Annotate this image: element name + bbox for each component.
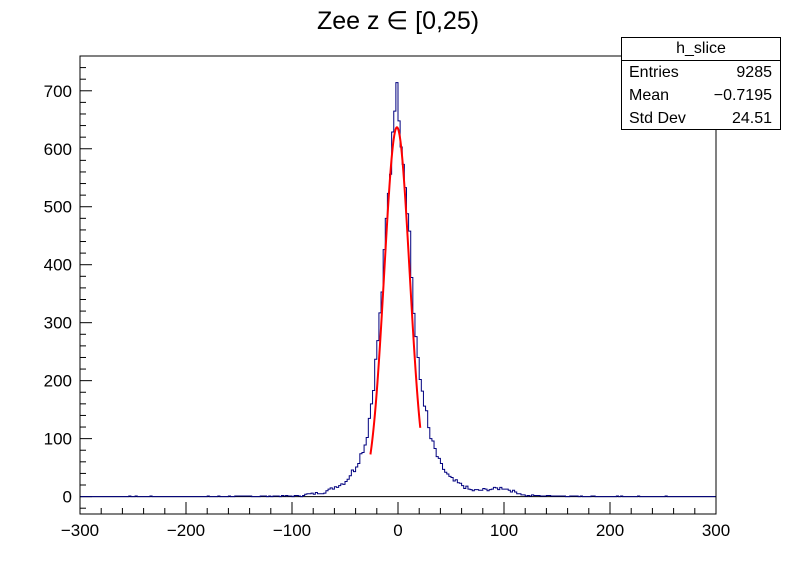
stats-entries-row: Entries 9285	[622, 61, 780, 84]
stats-mean-value: −0.7195	[713, 87, 772, 104]
stats-mean-label: Mean	[629, 87, 670, 104]
y-tick-label: 500	[44, 198, 72, 217]
gaussian-fit-curve	[369, 126, 422, 455]
stats-box: h_slice Entries 9285 Mean −0.7195 Std De…	[621, 37, 781, 130]
x-tick-label: 100	[490, 521, 518, 540]
fit-curve-group	[369, 126, 422, 455]
x-tick-label: 300	[702, 521, 730, 540]
y-tick-label: 0	[63, 488, 72, 507]
stats-entries-label: Entries	[629, 64, 679, 81]
chart-title: Zee z ∈ [0,25)	[316, 7, 480, 35]
x-tick-label: −300	[61, 521, 99, 540]
x-tick-label: −100	[273, 521, 311, 540]
x-tick-label: 0	[393, 521, 402, 540]
plot-frame	[79, 55, 717, 515]
histogram-bins	[80, 82, 716, 498]
stats-stddev-row: Std Dev 24.51	[622, 107, 780, 130]
y-tick-label: 700	[44, 82, 72, 101]
x-tick-label: 200	[596, 521, 624, 540]
histogram-series	[80, 82, 716, 498]
stats-stddev-label: Std Dev	[629, 110, 686, 127]
y-tick-label: 100	[44, 430, 72, 449]
y-tick-label: 600	[44, 140, 72, 159]
stats-histogram-name: h_slice	[622, 38, 780, 61]
x-tick-label: −200	[167, 521, 205, 540]
stats-stddev-value: 24.51	[731, 110, 772, 127]
y-tick-label: 300	[44, 314, 72, 333]
y-tick-label: 400	[44, 256, 72, 275]
stats-entries-value: 9285	[736, 64, 772, 81]
axis-tick-labels: −300 −200 −100 0 100 200 300 0 100 200 300 400 500 60…	[44, 82, 731, 540]
stats-mean-row: Mean −0.7195	[622, 84, 780, 107]
y-tick-label: 200	[44, 372, 72, 391]
